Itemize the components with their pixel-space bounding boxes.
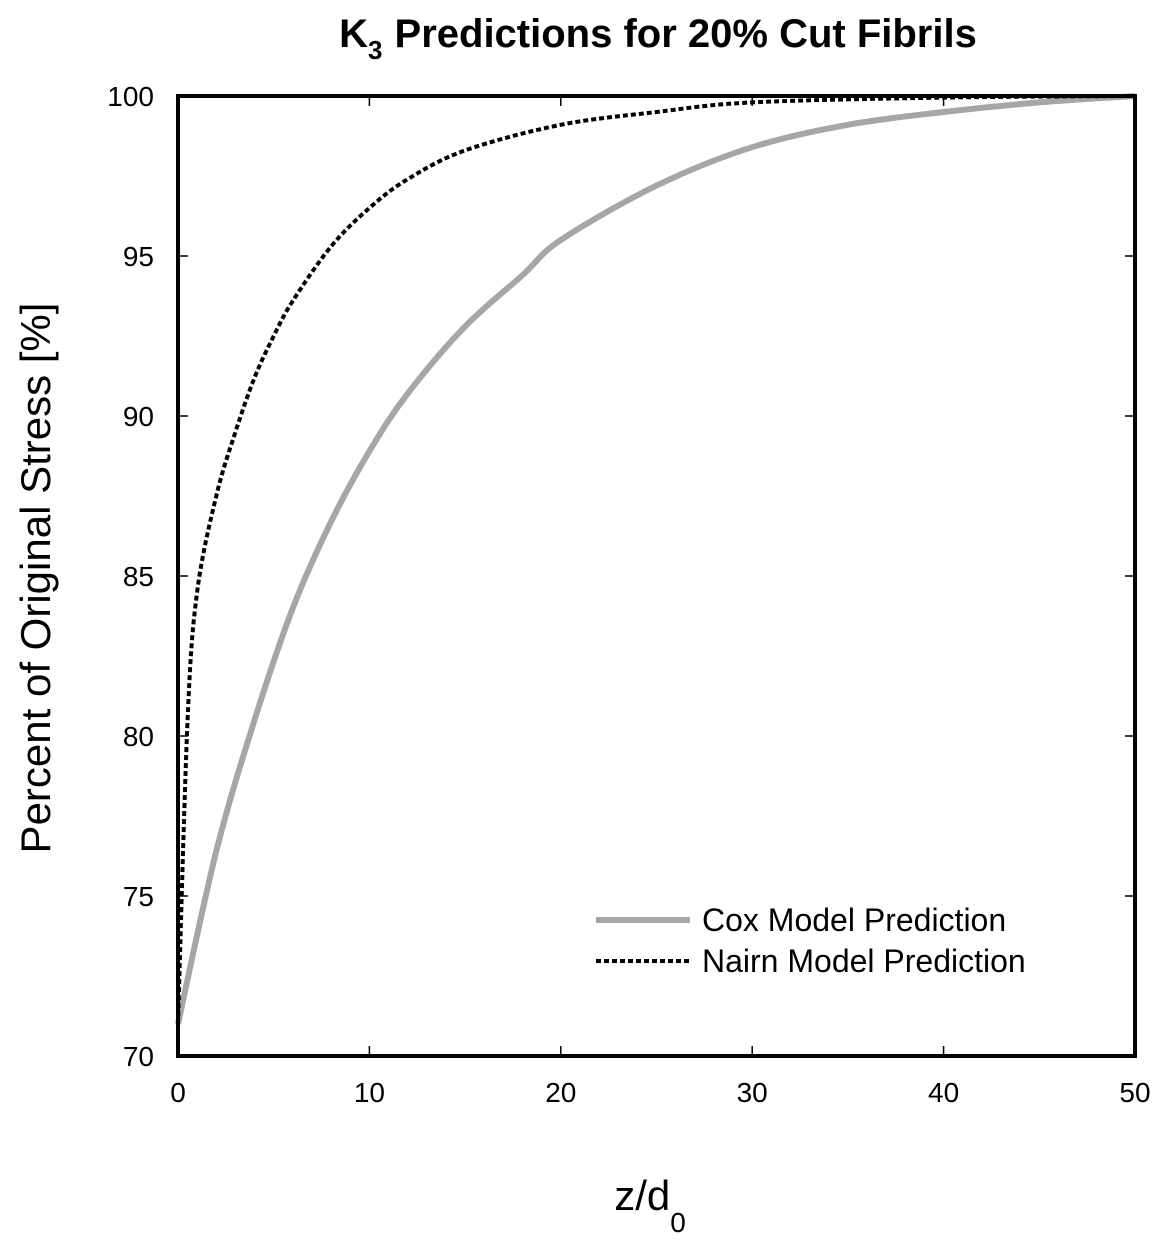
x-axis-label-main: z/d [614,1172,670,1219]
y-tick-label: 85 [123,561,154,592]
x-tick-label: 10 [354,1077,385,1108]
tick-layer: 0 10 20 30 40 50 70 75 80 85 90 95 100 [107,81,1150,1108]
legend: Cox Model Prediction Nairn Model Predicti… [596,902,1026,979]
x-tick-label: 50 [1119,1077,1150,1108]
y-tick-label: 75 [123,881,154,912]
x-tick-label: 0 [170,1077,186,1108]
x-tick-label: 20 [545,1077,576,1108]
chart-title-prefix: K [339,12,368,56]
x-tick-label: 40 [928,1077,959,1108]
y-tick-label: 100 [107,81,154,112]
y-tick-label: 80 [123,721,154,752]
y-tick-label: 95 [123,241,154,272]
plot-frame [176,94,1137,1058]
y-axis-label: Percent of Original Stress [%] [12,303,59,854]
x-axis-label-subscript: 0 [670,1207,686,1238]
chart-title-rest: Predictions for 20% Cut Fibrils [395,12,977,56]
x-tick-label: 30 [737,1077,768,1108]
series-layer [175,93,1136,1025]
x-axis-label: z/d0 [614,1172,686,1238]
series-line-1 [176,94,1136,1025]
legend-label-1: Nairn Model Prediction [702,943,1026,979]
series-line-0 [175,93,1136,1025]
chart-title-subscript: 3 [368,35,382,65]
chart-title: K3 Predictions for 20% Cut Fibrils [339,12,977,65]
y-tick-label: 70 [123,1041,154,1072]
y-tick-label: 90 [123,401,154,432]
legend-label-0: Cox Model Prediction [702,902,1006,938]
